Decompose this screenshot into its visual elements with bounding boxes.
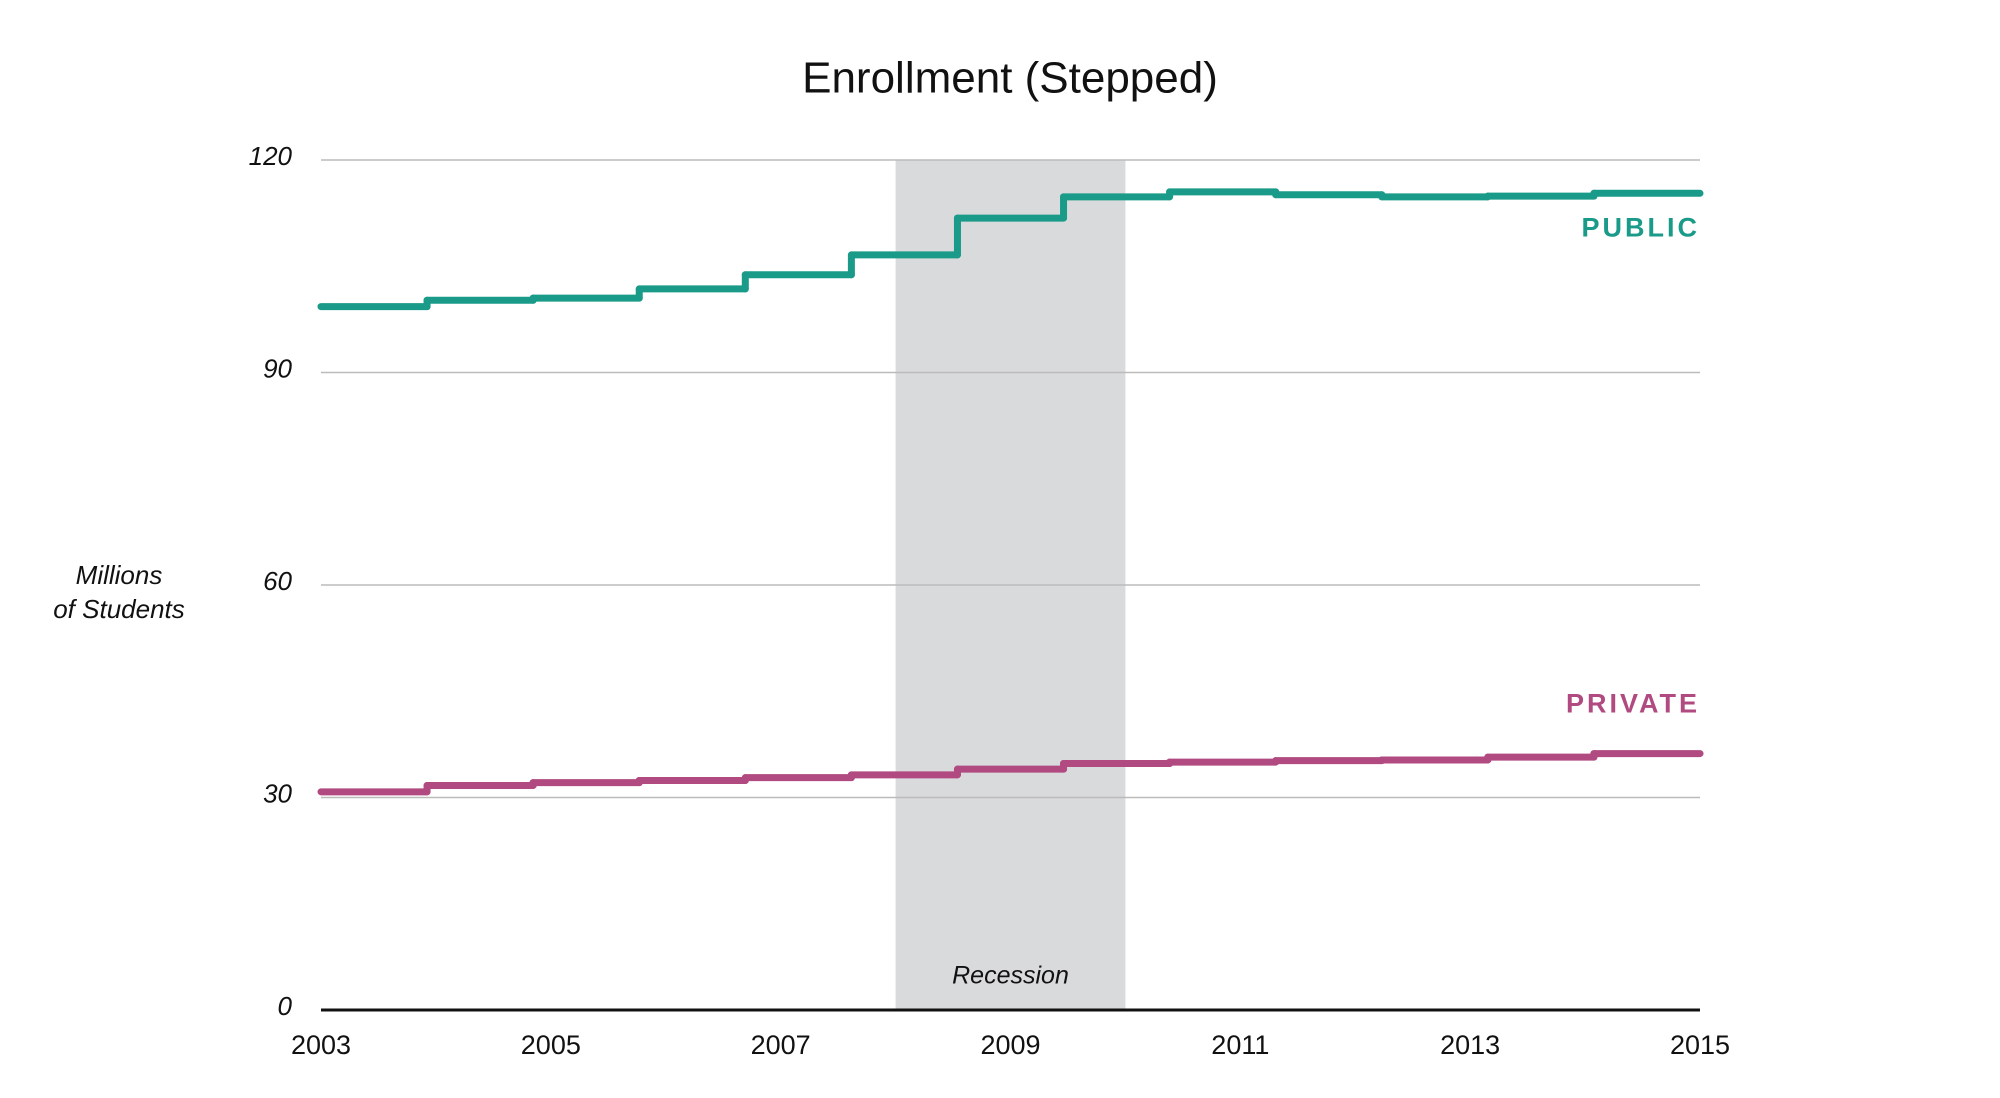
x-tick-label: 2005 — [521, 1030, 581, 1060]
y-axis-label: Millions — [76, 560, 163, 590]
y-tick-label: 0 — [278, 991, 293, 1021]
series-label: PUBLIC — [1582, 212, 1701, 242]
series-label: PRIVATE — [1566, 689, 1700, 719]
y-tick-label: 120 — [249, 141, 293, 171]
y-tick-label: 30 — [263, 778, 292, 808]
y-tick-label: 90 — [263, 353, 292, 383]
x-tick-label: 2015 — [1670, 1030, 1730, 1060]
chart-title: Enrollment (Stepped) — [802, 54, 1218, 103]
x-tick-label: 2009 — [980, 1030, 1040, 1060]
x-tick-label: 2011 — [1211, 1030, 1269, 1060]
x-tick-label: 2003 — [291, 1030, 351, 1060]
x-tick-label: 2007 — [751, 1030, 811, 1060]
y-tick-label: 60 — [263, 566, 292, 596]
recession-label: Recession — [952, 962, 1069, 990]
y-axis-label: of Students — [53, 594, 185, 624]
x-tick-label: 2013 — [1440, 1030, 1500, 1060]
